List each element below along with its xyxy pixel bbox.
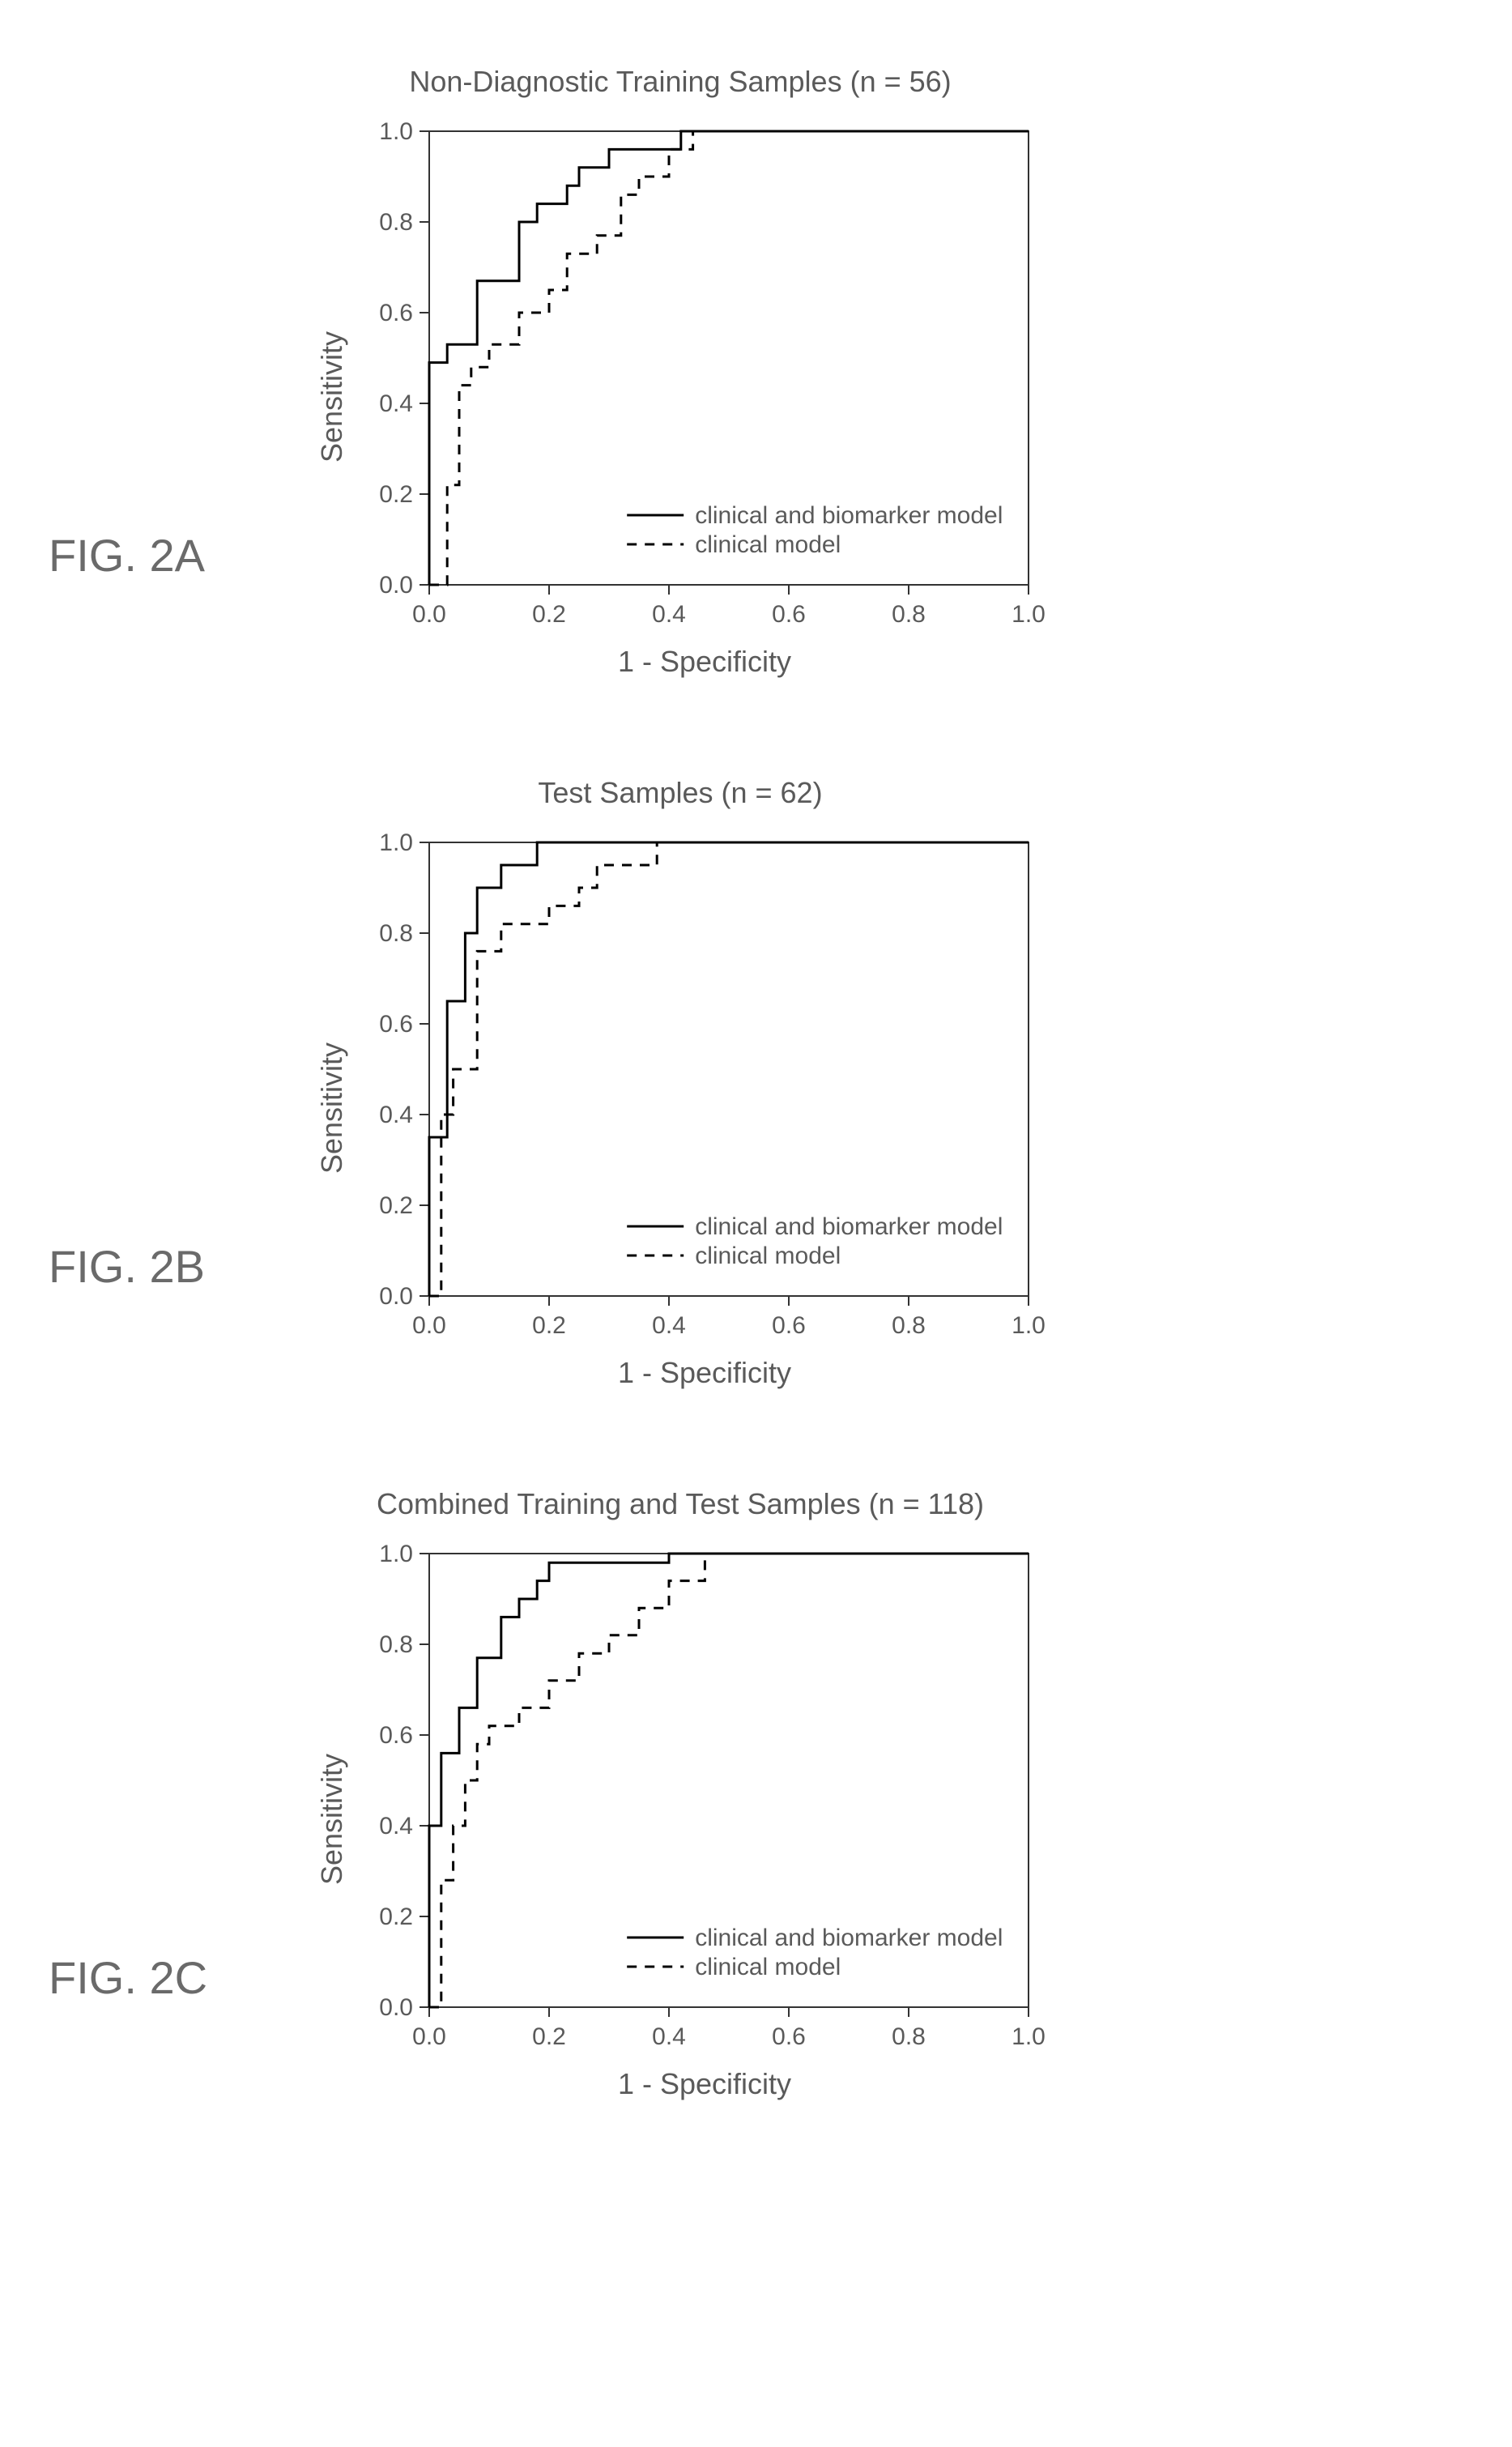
svg-text:0.4: 0.4 [652,1312,686,1339]
x-axis-label: 1 - Specificity [618,2067,791,2101]
svg-text:0.0: 0.0 [412,601,446,628]
svg-text:0.0: 0.0 [379,572,413,599]
figure-label-a: FIG. 2A [49,529,275,582]
svg-text:0.2: 0.2 [532,2023,566,2050]
legend: clinical and biomarker modelclinical mod… [627,502,1003,558]
roc-chart-svg: 0.0 0.2 0.4 0.6 0.8 1.0 0.0 0.2 0.4 0.6 0.8 1.0 clin… [356,1537,1053,2056]
chart-title: Non-Diagnostic Training Samples (n = 56) [409,65,951,99]
svg-text:clinical model: clinical model [695,1954,841,1980]
svg-text:0.2: 0.2 [379,481,413,508]
roc-chart-svg: 0.0 0.2 0.4 0.6 0.8 1.0 0.0 0.2 0.4 0.6 0.8 1.0 clin… [356,115,1053,633]
svg-text:1.0: 1.0 [1012,2023,1046,2050]
chart-panel-b: Test Samples (n = 62)Sensitivity0.00.20.… [308,776,1053,1390]
svg-text:0.4: 0.4 [379,1813,413,1840]
svg-text:clinical model: clinical model [695,1243,841,1269]
svg-text:0.0: 0.0 [412,1312,446,1339]
svg-text:0.2: 0.2 [379,1903,413,1930]
svg-text:clinical and biomarker model: clinical and biomarker model [695,1213,1003,1240]
svg-text:0.0: 0.0 [379,1994,413,2021]
roc-chart-svg: 0.0 0.2 0.4 0.6 0.8 1.0 0.0 0.2 0.4 0.6 0.8 1.0 clin… [356,826,1053,1345]
svg-text:0.8: 0.8 [892,601,926,628]
svg-text:0.2: 0.2 [379,1192,413,1219]
chart-panel-a: Non-Diagnostic Training Samples (n = 56)… [308,65,1053,679]
y-axis-label: Sensitivity [315,331,349,463]
svg-text:0.8: 0.8 [379,1631,413,1658]
svg-text:0.6: 0.6 [379,300,413,326]
x-axis-label: 1 - Specificity [618,1356,791,1390]
svg-text:0.8: 0.8 [892,2023,926,2050]
legend: clinical and biomarker model clinical mod… [627,1213,1003,1269]
chart-title: Test Samples (n = 62) [538,776,822,810]
svg-text:0.0: 0.0 [412,2023,446,2050]
svg-text:0.2: 0.2 [532,1312,566,1339]
chart-title: Combined Training and Test Samples (n = … [377,1487,984,1521]
y-axis-label: Sensitivity [315,1754,349,1885]
svg-text:0.6: 0.6 [379,1722,413,1749]
svg-text:clinical model: clinical model [695,531,841,558]
svg-text:0.0: 0.0 [379,1283,413,1310]
y-axis-label: Sensitivity [315,1042,349,1174]
chart-panel-c: Combined Training and Test Samples (n = … [308,1487,1053,2101]
svg-text:0.4: 0.4 [379,1102,413,1128]
figure-label-c: FIG. 2C [49,1951,275,2004]
svg-text:0.8: 0.8 [379,920,413,947]
svg-text:0.8: 0.8 [892,1312,926,1339]
x-axis-label: 1 - Specificity [618,645,791,679]
svg-text:1.0: 1.0 [1012,601,1046,628]
svg-text:0.8: 0.8 [379,209,413,236]
svg-text:clinical and biomarker model: clinical and biomarker model [695,502,1003,529]
svg-text:0.6: 0.6 [379,1011,413,1038]
svg-text:0.4: 0.4 [652,601,686,628]
svg-text:0.6: 0.6 [772,1312,806,1339]
svg-text:1.0: 1.0 [379,829,413,856]
svg-text:1.0: 1.0 [379,1541,413,1567]
svg-text:1.0: 1.0 [379,118,413,145]
svg-text:0.6: 0.6 [772,601,806,628]
svg-text:0.4: 0.4 [652,2023,686,2050]
svg-text:0.6: 0.6 [772,2023,806,2050]
figure-label-b: FIG. 2B [49,1240,275,1293]
svg-text:1.0: 1.0 [1012,1312,1046,1339]
svg-text:0.2: 0.2 [532,601,566,628]
svg-text:0.4: 0.4 [379,390,413,417]
legend: clinical and biomarker model clinical mod… [627,1925,1003,1980]
svg-text:clinical and biomarker model: clinical and biomarker model [695,1925,1003,1951]
